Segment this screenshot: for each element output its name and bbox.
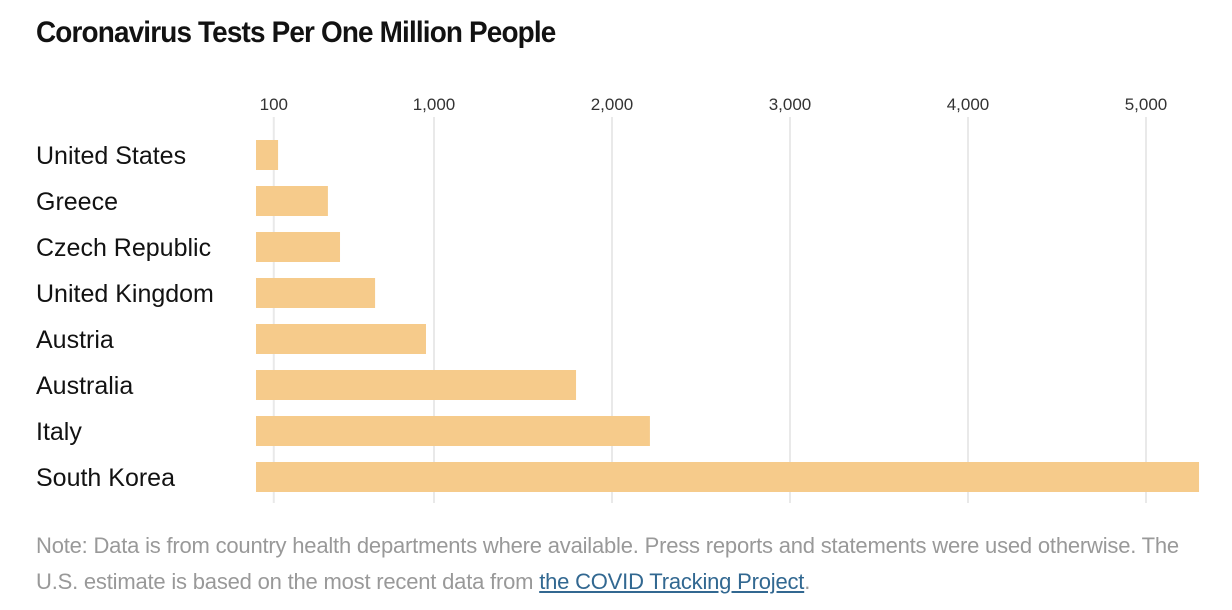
category-label: United States: [36, 142, 186, 170]
bar: [256, 370, 577, 400]
note-text: Note: Data is from country health depart…: [36, 533, 1179, 594]
covid-tracking-project-link[interactable]: the COVID Tracking Project: [539, 569, 805, 594]
x-tick-label: 5,000: [1125, 95, 1168, 114]
chart-note: Note: Data is from country health depart…: [36, 528, 1216, 600]
bar: [256, 278, 376, 308]
category-label: United Kingdom: [36, 280, 214, 308]
x-tick-label: 1,000: [413, 95, 456, 114]
category-labels: United States Greece Czech Republic United …: [36, 142, 214, 492]
category-label: Czech Republic: [36, 234, 211, 262]
x-tick-label: 2,000: [591, 95, 634, 114]
x-tick-label: 100: [260, 95, 288, 114]
category-label: South Korea: [36, 464, 175, 492]
x-tick-label: 4,000: [947, 95, 990, 114]
note-text-end: .: [804, 569, 811, 594]
x-axis-tick-labels: 100 1,000 2,000 3,000 4,000 5,000: [260, 95, 1168, 114]
bars: [256, 140, 1200, 492]
category-label: Australia: [36, 372, 133, 400]
category-label: Austria: [36, 326, 114, 354]
x-tick-label: 3,000: [769, 95, 812, 114]
bar: [256, 232, 341, 262]
gridlines: [272, 117, 1147, 503]
category-label: Greece: [36, 188, 118, 216]
bar: [256, 186, 328, 216]
category-label: Italy: [36, 418, 82, 446]
bar: [256, 462, 1200, 492]
bar: [256, 140, 279, 170]
bar: [256, 416, 650, 446]
bar: [256, 324, 426, 354]
bar-chart: 100 1,000 2,000 3,000 4,000 5,000 United Stat…: [36, 95, 1200, 503]
chart-title: Coronavirus Tests Per One Million People: [36, 16, 556, 49]
